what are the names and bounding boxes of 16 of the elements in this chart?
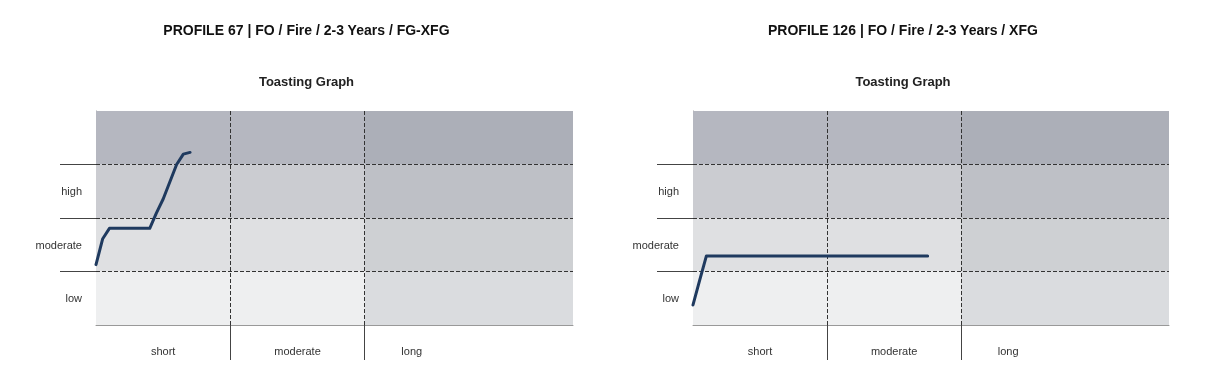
x-tick-label: long bbox=[997, 344, 1019, 357]
chart-title: PROFILE 67 | FO / Fire / 2-3 Years / FG-XFG bbox=[163, 22, 450, 38]
x-tick-label: short bbox=[747, 344, 773, 357]
chart-title: PROFILE 126 | FO / Fire / 2-3 Years / XFG bbox=[767, 22, 1038, 38]
x-tick-label: long bbox=[401, 344, 423, 357]
band-label: moderate bbox=[35, 238, 82, 251]
chart-subtitle: Toasting Graph bbox=[258, 74, 355, 89]
x-tick-label: moderate bbox=[274, 344, 321, 357]
band-label: high bbox=[61, 185, 82, 198]
band-label: low bbox=[65, 292, 83, 305]
band-label: moderate bbox=[632, 238, 679, 251]
band-label: low bbox=[662, 292, 680, 305]
chart-subtitle: Toasting Graph bbox=[855, 74, 951, 89]
band-label: high bbox=[658, 185, 679, 198]
x-tick-label: short bbox=[150, 344, 176, 357]
x-tick-label: moderate bbox=[870, 344, 918, 357]
